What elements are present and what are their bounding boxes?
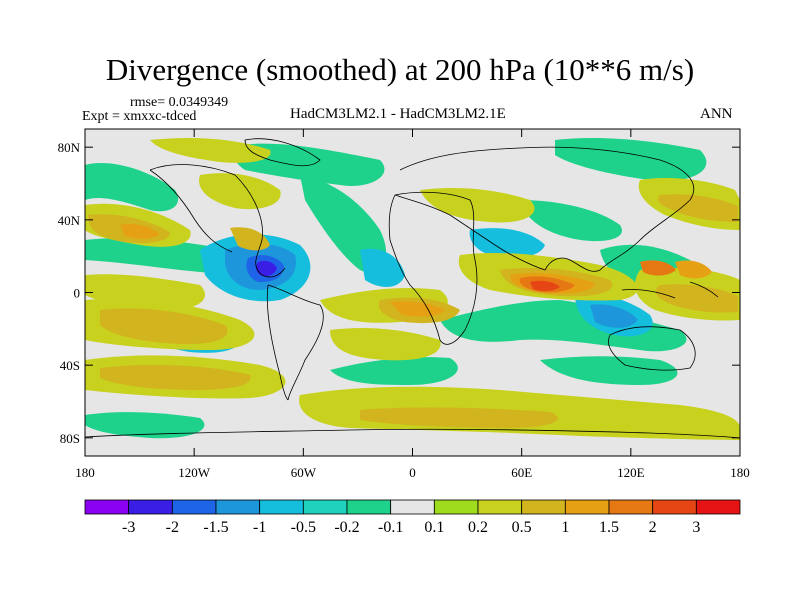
colorbar-swatch: [302, 499, 348, 515]
colorbar-swatch: [564, 499, 610, 515]
negative-extreme-region: [255, 260, 277, 277]
map-title: Divergence (smoothed) at 200 hPa (10**6 …: [105, 52, 695, 87]
experiment-label: Expt = xmxxc-tdced: [82, 109, 197, 124]
longitude-axis: 180 120W 60W 0 60E 120E 180: [75, 129, 750, 480]
x-tick-label: 60W: [291, 465, 317, 480]
colorbar-label: 0.5: [512, 519, 532, 536]
colorbar-label: -0.2: [334, 519, 359, 536]
latitude-axis: 80N 40N 0 40S 80S: [58, 140, 740, 446]
y-tick-label: 40S: [60, 358, 80, 373]
colorbar-swatch: [477, 499, 523, 515]
colorbar-swatch: [433, 499, 479, 515]
coast-eurasia: [394, 146, 695, 272]
colorbar-label: 0.1: [424, 519, 444, 536]
colorbar-label: 3: [692, 519, 700, 536]
colorbar-swatch: [346, 499, 392, 515]
colorbar-label: -1.5: [203, 519, 228, 536]
x-tick-label: 0: [409, 465, 416, 480]
x-tick-label: 60E: [511, 465, 532, 480]
colorbar-label: -1: [253, 519, 266, 536]
coast-greenland: [244, 138, 321, 167]
y-tick-label: 40N: [58, 213, 81, 228]
map-field: [85, 129, 740, 456]
colorbar-label: 2: [649, 519, 657, 536]
coast-south-america: [267, 284, 324, 401]
colorbar-label: -0.1: [378, 519, 403, 536]
coast-antarctica: [85, 428, 740, 439]
y-tick-label: 0: [74, 286, 81, 301]
colorbar-swatch: [390, 499, 435, 515]
season-label: ANN: [700, 106, 733, 122]
colorbar-swatch: [652, 499, 697, 515]
colorbar-label: -2: [166, 519, 179, 536]
y-tick-label: 80S: [60, 431, 80, 446]
coast-australia: [608, 326, 696, 371]
coastlines: [85, 138, 740, 439]
coast-africa: [388, 191, 478, 345]
colorbar-swatch: [84, 499, 130, 515]
colorbar-swatch: [521, 499, 566, 515]
x-tick-label: 180: [730, 465, 750, 480]
coast-maritime-continent: [621, 281, 719, 299]
rmse-label: rmse= 0.0349349: [130, 95, 229, 110]
colorbar-label: 1: [561, 519, 569, 536]
colorbar: -3 -2 -1.5 -1 -0.5 -0.2 -0.1 0.1 0.2 0.5 1 1.5 2 3: [84, 499, 741, 536]
model-comparison-label: HadCM3LM2.1 - HadCM3LM2.1E: [290, 106, 506, 122]
y-tick-label: 80N: [58, 140, 81, 155]
colorbar-label: 0.2: [468, 519, 488, 536]
x-tick-label: 120W: [178, 465, 211, 480]
colorbar-label: -3: [122, 519, 135, 536]
x-tick-label: 180: [75, 465, 95, 480]
colorbar-swatch: [259, 499, 304, 515]
positive-extreme-region: [530, 280, 560, 292]
x-tick-label: 120E: [617, 465, 645, 480]
colorbar-swatch: [695, 499, 741, 515]
coast-north-america: [149, 164, 286, 278]
colorbar-swatch: [608, 499, 654, 515]
colorbar-swatch: [128, 499, 173, 515]
colorbar-label: 1.5: [599, 519, 619, 536]
colorbar-swatch: [171, 499, 217, 515]
colorbar-label: -0.5: [291, 519, 316, 536]
colorbar-swatch: [215, 499, 261, 515]
